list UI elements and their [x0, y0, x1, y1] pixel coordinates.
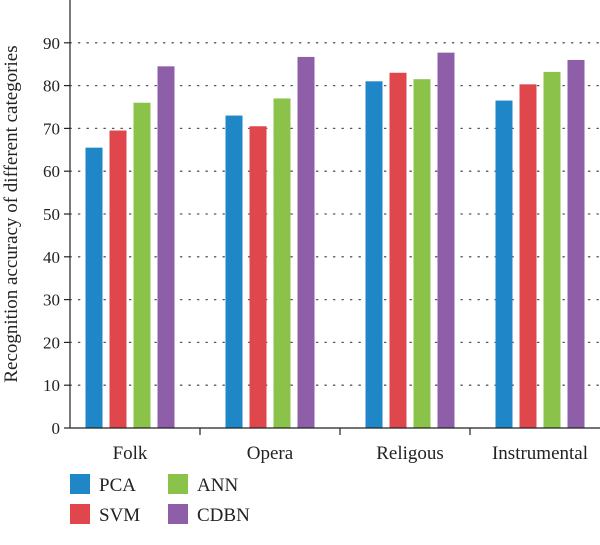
bar-cdbn-religous: [437, 52, 455, 428]
x-axis-ticks: Folk Opera Religous Instrumental: [113, 428, 588, 464]
x-tick-label: Folk: [113, 443, 148, 464]
y-axis-label: Recognition accuracy of different catego…: [1, 45, 22, 382]
bar-cdbn-folk: [157, 66, 175, 428]
x-tick-label: Instrumental: [492, 443, 588, 464]
bar-ann-folk: [133, 102, 151, 428]
bar-pca-folk: [85, 147, 103, 428]
bar-cdbn-instrumental: [567, 59, 585, 429]
bar-svm-opera: [249, 126, 267, 428]
bar-ann-instrumental: [543, 71, 561, 429]
y-tick-label: 50: [43, 205, 60, 224]
bar-cdbn-opera: [297, 56, 315, 428]
legend-swatch-ann: [168, 474, 188, 494]
bar-pca-instrumental: [495, 100, 513, 428]
bar-ann-opera: [273, 98, 291, 428]
y-tick-label: 20: [43, 333, 60, 352]
legend-swatch-pca: [70, 474, 90, 494]
bar-svm-folk: [109, 130, 127, 429]
legend-label-pca: PCA: [99, 475, 136, 496]
legend-swatch-cdbn: [168, 504, 188, 524]
legend-label-svm: SVM: [99, 505, 140, 526]
bar-pca-religous: [365, 81, 383, 428]
y-tick-label: 80: [43, 77, 60, 96]
legend-label-ann: ANN: [197, 475, 238, 496]
y-tick-label: 70: [43, 119, 60, 138]
bars: [85, 52, 585, 429]
legend-label-cdbn: CDBN: [197, 505, 250, 526]
x-tick-label: Religous: [376, 443, 444, 464]
y-tick-label: 0: [52, 419, 61, 438]
y-axis-ticks: 0 10 20 30 40 50 60 70 80 90: [43, 34, 70, 438]
bar-svm-religous: [389, 72, 407, 428]
bar-pca-opera: [225, 115, 243, 428]
y-tick-label: 60: [43, 162, 60, 181]
legend: PCA SVM ANN CDBN: [70, 474, 250, 526]
y-tick-label: 30: [43, 291, 60, 310]
bar-svm-instrumental: [519, 84, 537, 428]
bar-ann-religous: [413, 79, 431, 429]
y-tick-label: 90: [43, 34, 60, 53]
legend-swatch-svm: [70, 504, 90, 524]
y-tick-label: 40: [43, 248, 60, 267]
x-tick-label: Opera: [247, 443, 294, 464]
y-tick-label: 10: [43, 376, 60, 395]
